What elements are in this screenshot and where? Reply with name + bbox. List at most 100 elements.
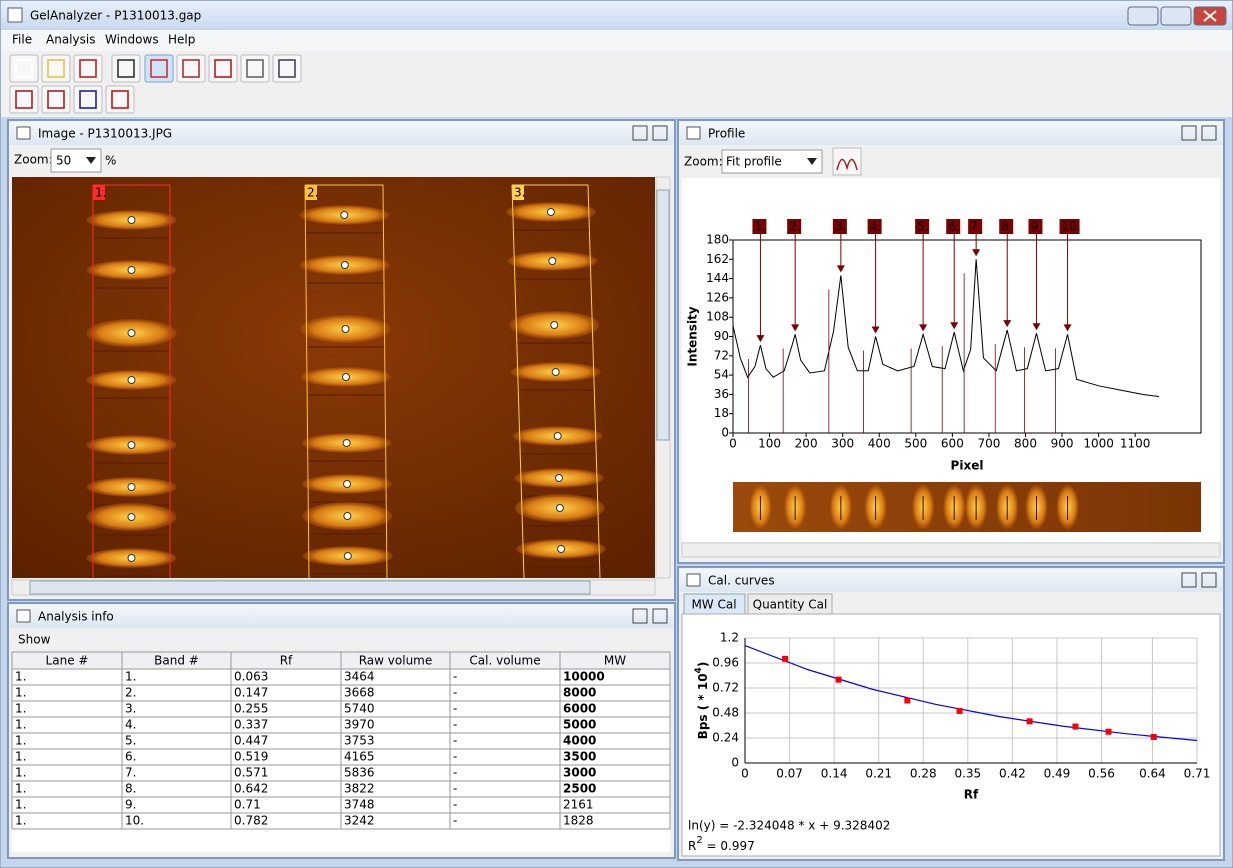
band-marker[interactable] (127, 483, 136, 491)
band-marker[interactable] (127, 266, 136, 274)
panel-icon (16, 126, 31, 140)
column-header[interactable]: Band # (154, 654, 199, 668)
band-marker[interactable] (127, 216, 136, 224)
y-axis-label-exponent: 4 (694, 667, 704, 673)
tab-label[interactable]: MW Cal (691, 598, 736, 612)
x-tick-label: 0.49 (1044, 767, 1071, 781)
band-marker[interactable] (127, 554, 136, 562)
column-header[interactable]: Raw volume (359, 654, 433, 668)
band-marker[interactable] (127, 376, 136, 384)
panel-title: Analysis info (38, 610, 114, 624)
r-squared-symbol: R (688, 839, 696, 853)
table-cell: 10. (125, 814, 144, 828)
column-header[interactable]: Lane # (46, 654, 89, 668)
panel-restore-button[interactable] (632, 125, 648, 141)
band-marker[interactable] (340, 261, 349, 269)
band-marker[interactable] (343, 480, 352, 488)
toolbar-button[interactable] (208, 54, 238, 83)
h-scroll-thumb[interactable] (29, 580, 591, 595)
column-header[interactable]: Cal. volume (469, 654, 540, 668)
v-scroll-thumb[interactable] (656, 189, 670, 441)
menu-item[interactable]: Help (168, 33, 195, 47)
profile-content (682, 178, 1220, 542)
band-marker[interactable] (340, 211, 349, 219)
toolbar-button[interactable] (176, 54, 206, 83)
band-marker[interactable] (557, 545, 566, 553)
x-tick-label: 100 (758, 437, 781, 451)
lane-label[interactable]: 2. (307, 186, 318, 200)
panel-restore-button[interactable] (632, 608, 648, 624)
band-marker[interactable] (548, 257, 557, 265)
panel-maximize-button[interactable] (652, 125, 668, 141)
toolbar-button[interactable] (73, 85, 103, 114)
band-marker[interactable] (341, 373, 350, 381)
toolbar-button[interactable] (41, 85, 71, 114)
panel-header (10, 122, 673, 145)
band-marker[interactable] (550, 321, 559, 329)
zoom-combo[interactable] (50, 148, 102, 173)
toolbar-button[interactable] (144, 54, 174, 83)
band-marker[interactable] (343, 552, 352, 560)
table-cell: 0.337 (234, 718, 268, 732)
band-marker[interactable] (553, 432, 562, 440)
tab-label[interactable]: Quantity Cal (753, 598, 828, 612)
toolbar-button[interactable] (272, 54, 302, 83)
band-marker[interactable] (551, 368, 560, 376)
peak-arrow (919, 324, 928, 332)
band-marker[interactable] (127, 329, 136, 337)
column-header[interactable]: Rf (280, 654, 293, 668)
menu-item[interactable]: File (12, 33, 32, 47)
band-marker[interactable] (555, 504, 564, 512)
table-cell: 1. (15, 814, 26, 828)
calibration-point (1150, 733, 1157, 740)
table-cell: 3242 (344, 814, 375, 828)
band-marker[interactable] (546, 208, 555, 216)
toolbar-button[interactable] (111, 54, 141, 83)
band-marker[interactable] (343, 512, 352, 520)
maximize-button[interactable] (1160, 6, 1192, 26)
table-cell: 3970 (344, 718, 375, 732)
band-marker[interactable] (554, 474, 563, 482)
show-menu[interactable]: Show (18, 633, 51, 647)
toolbar-icon (47, 90, 65, 109)
panel-maximize-button[interactable] (1201, 125, 1217, 141)
toolbar-button[interactable] (73, 54, 103, 83)
y-tick-label: 90 (714, 329, 729, 343)
panel-restore-button[interactable] (1181, 125, 1197, 141)
lane-label[interactable]: 1. (95, 186, 106, 200)
y-tick-label: 126 (706, 290, 729, 304)
lane-label[interactable]: 3. (514, 186, 525, 200)
table-cell: 1. (125, 670, 136, 684)
menu-item[interactable]: Windows (105, 33, 159, 47)
panel-maximize-button[interactable] (652, 608, 668, 624)
y-tick-label: 0 (731, 756, 739, 770)
lane-outline (304, 184, 388, 579)
menu-item[interactable]: Analysis (46, 33, 95, 47)
panel-maximize-button[interactable] (1201, 572, 1217, 588)
band-marker[interactable] (127, 441, 136, 449)
r-squared-value: = 0.997 (703, 839, 755, 853)
zoom-combo[interactable] (721, 149, 823, 174)
toolbar-button[interactable] (105, 85, 135, 114)
toolbar-button[interactable] (9, 54, 39, 83)
profile-line (732, 259, 1160, 398)
x-tick-label: 1100 (1120, 437, 1151, 451)
band-marker[interactable] (127, 513, 136, 521)
band-marker[interactable] (341, 325, 350, 333)
panel-restore-button[interactable] (1181, 572, 1197, 588)
column-header[interactable]: MW (604, 654, 626, 668)
toolbar-button[interactable] (9, 85, 39, 114)
peak-label-box (946, 219, 961, 234)
toolbar-button[interactable] (41, 54, 71, 83)
fit-button[interactable] (832, 147, 862, 176)
toolbar-button[interactable] (240, 54, 270, 83)
table-cell: - (453, 782, 457, 796)
minimize-button[interactable] (1127, 6, 1159, 26)
profile-scrollbar[interactable] (681, 542, 1221, 558)
toolbar-icon (182, 59, 200, 78)
peak-label: 10. (1062, 220, 1081, 234)
lane-outline (92, 184, 171, 578)
table-cell: - (453, 814, 457, 828)
band-marker[interactable] (342, 439, 351, 447)
x-tick-label: 0 (729, 437, 737, 451)
